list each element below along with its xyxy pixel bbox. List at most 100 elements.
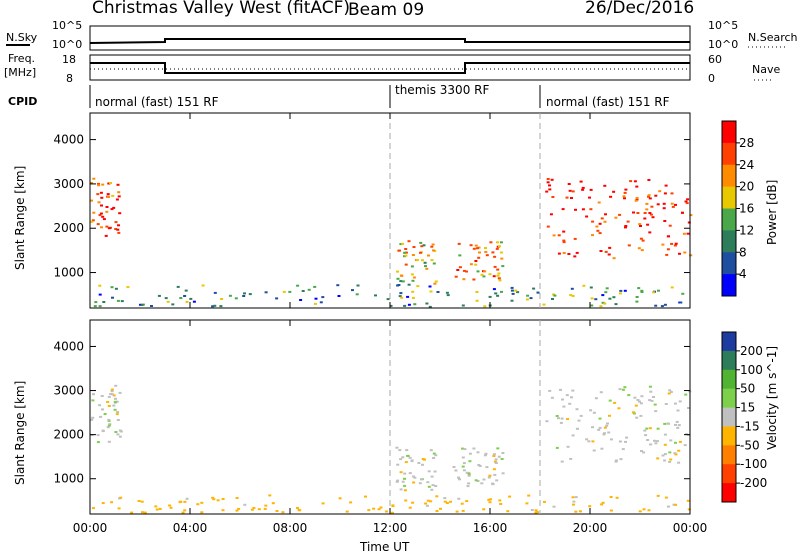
power-cell — [336, 284, 340, 287]
power-cell — [140, 303, 144, 306]
power-cell — [430, 245, 434, 248]
vel-cell — [406, 454, 410, 457]
power-cell — [100, 196, 104, 199]
power-cell — [98, 214, 102, 217]
power-cell — [374, 294, 377, 297]
power-cell — [117, 224, 120, 227]
vel-cell — [110, 388, 114, 391]
vel-cell — [491, 483, 495, 486]
velocity-colorbar-segment — [722, 332, 736, 352]
power-cell — [117, 191, 121, 194]
power-cell — [92, 177, 96, 180]
vel-cell — [664, 496, 668, 499]
vel-cell — [468, 452, 472, 455]
station-title: Christmas Valley West (fitACF) — [92, 0, 351, 18]
vel-cell — [117, 507, 121, 510]
power-cell — [301, 290, 305, 292]
power-cell — [514, 289, 518, 292]
vel-cell — [404, 461, 408, 464]
power-cell — [493, 255, 497, 258]
power-cell — [248, 293, 252, 296]
power-cell — [585, 215, 589, 218]
vel-cell — [621, 388, 625, 391]
power-cell — [98, 284, 102, 287]
vel-cell — [183, 500, 187, 503]
vel-cell — [663, 443, 667, 446]
vel-cell — [183, 509, 187, 512]
power-cell — [456, 269, 460, 271]
vel-cell — [185, 497, 189, 500]
vel-cell — [458, 478, 461, 481]
power-cell — [480, 273, 484, 276]
vel-cell — [321, 502, 325, 505]
vel-cell — [497, 455, 501, 458]
vel-cell — [430, 488, 434, 491]
vel-cell — [673, 452, 677, 455]
power-colorbar-label-text: 12 — [739, 223, 754, 237]
power-cell — [643, 212, 647, 214]
power-cell — [648, 212, 652, 214]
vel-cell — [566, 445, 570, 448]
power-cell — [296, 284, 300, 287]
power-cell — [410, 273, 414, 276]
vel-cell — [476, 451, 480, 454]
vel-cell — [432, 452, 436, 455]
power-cell — [482, 275, 486, 278]
power-cell — [474, 244, 478, 247]
power-cell — [97, 201, 101, 204]
vel-cell — [496, 447, 500, 450]
vel-cell — [113, 408, 117, 411]
vel-cell — [96, 434, 100, 437]
vel-cell — [652, 396, 655, 398]
power-cell — [488, 295, 492, 298]
power-cell — [337, 295, 341, 297]
power-cell — [477, 246, 481, 249]
power-cell — [525, 298, 529, 301]
vel-cell — [654, 410, 658, 413]
power-cell — [445, 291, 449, 294]
vel-cell — [527, 494, 531, 497]
power-cell — [652, 291, 655, 294]
power-cell — [313, 302, 317, 305]
vel-cell — [594, 397, 598, 400]
power-cell — [116, 228, 120, 231]
velocity-colorbar-segment — [722, 445, 736, 465]
vel-cell — [653, 403, 657, 406]
vel-cell — [635, 416, 639, 419]
power-cell — [472, 278, 476, 281]
vel-cell — [488, 501, 492, 504]
power-cell — [425, 302, 429, 305]
vel-cell — [552, 505, 556, 508]
power-cell — [618, 213, 622, 216]
power-cell — [549, 213, 553, 216]
power-colorbar-label-text: 28 — [739, 136, 754, 150]
vel-cell — [467, 474, 471, 477]
vel-cell — [439, 507, 442, 510]
vel-cell — [506, 510, 510, 513]
vel-cell — [550, 396, 554, 399]
vel-cell — [431, 484, 435, 487]
vel-cell — [663, 453, 667, 456]
power-cell — [637, 287, 641, 290]
power-cell — [406, 295, 410, 298]
vel-cell — [196, 503, 200, 506]
velocity-colorbar-segment — [722, 426, 736, 446]
vel-cell — [411, 475, 415, 478]
vel-cell — [391, 505, 395, 508]
vel-cell — [399, 471, 403, 474]
power-ytick-label: 4000 — [53, 133, 84, 147]
vel-cell — [500, 458, 504, 460]
vel-cell — [587, 440, 591, 443]
nsearch-label: N.Search — [748, 31, 798, 44]
power-cell — [419, 241, 423, 244]
power-cell — [434, 280, 438, 283]
vel-cell — [169, 506, 173, 509]
vel-cell — [434, 485, 438, 487]
power-cell — [624, 225, 628, 227]
power-cell — [428, 305, 432, 308]
vel-cell — [478, 465, 482, 467]
power-cell — [497, 277, 501, 280]
vel-cell — [530, 509, 534, 511]
power-cell — [488, 273, 492, 276]
vel-cell — [589, 409, 593, 412]
